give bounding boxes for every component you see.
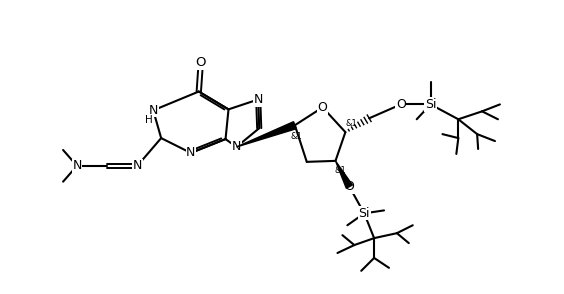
Text: N: N xyxy=(254,93,263,106)
Text: Si: Si xyxy=(425,98,437,111)
Text: &1: &1 xyxy=(346,119,357,128)
Text: N: N xyxy=(232,141,241,153)
Text: N: N xyxy=(133,159,142,172)
Text: Si: Si xyxy=(359,207,370,220)
Polygon shape xyxy=(236,122,296,147)
Text: N: N xyxy=(186,146,196,159)
Text: &1: &1 xyxy=(334,166,346,175)
Text: O: O xyxy=(396,98,406,111)
Text: N: N xyxy=(72,159,82,172)
Text: O: O xyxy=(318,101,328,114)
Text: O: O xyxy=(196,56,206,69)
Text: O: O xyxy=(345,180,354,193)
Polygon shape xyxy=(336,161,352,188)
Text: &1: &1 xyxy=(291,132,303,141)
Text: N: N xyxy=(148,104,158,117)
Text: H: H xyxy=(146,115,153,125)
